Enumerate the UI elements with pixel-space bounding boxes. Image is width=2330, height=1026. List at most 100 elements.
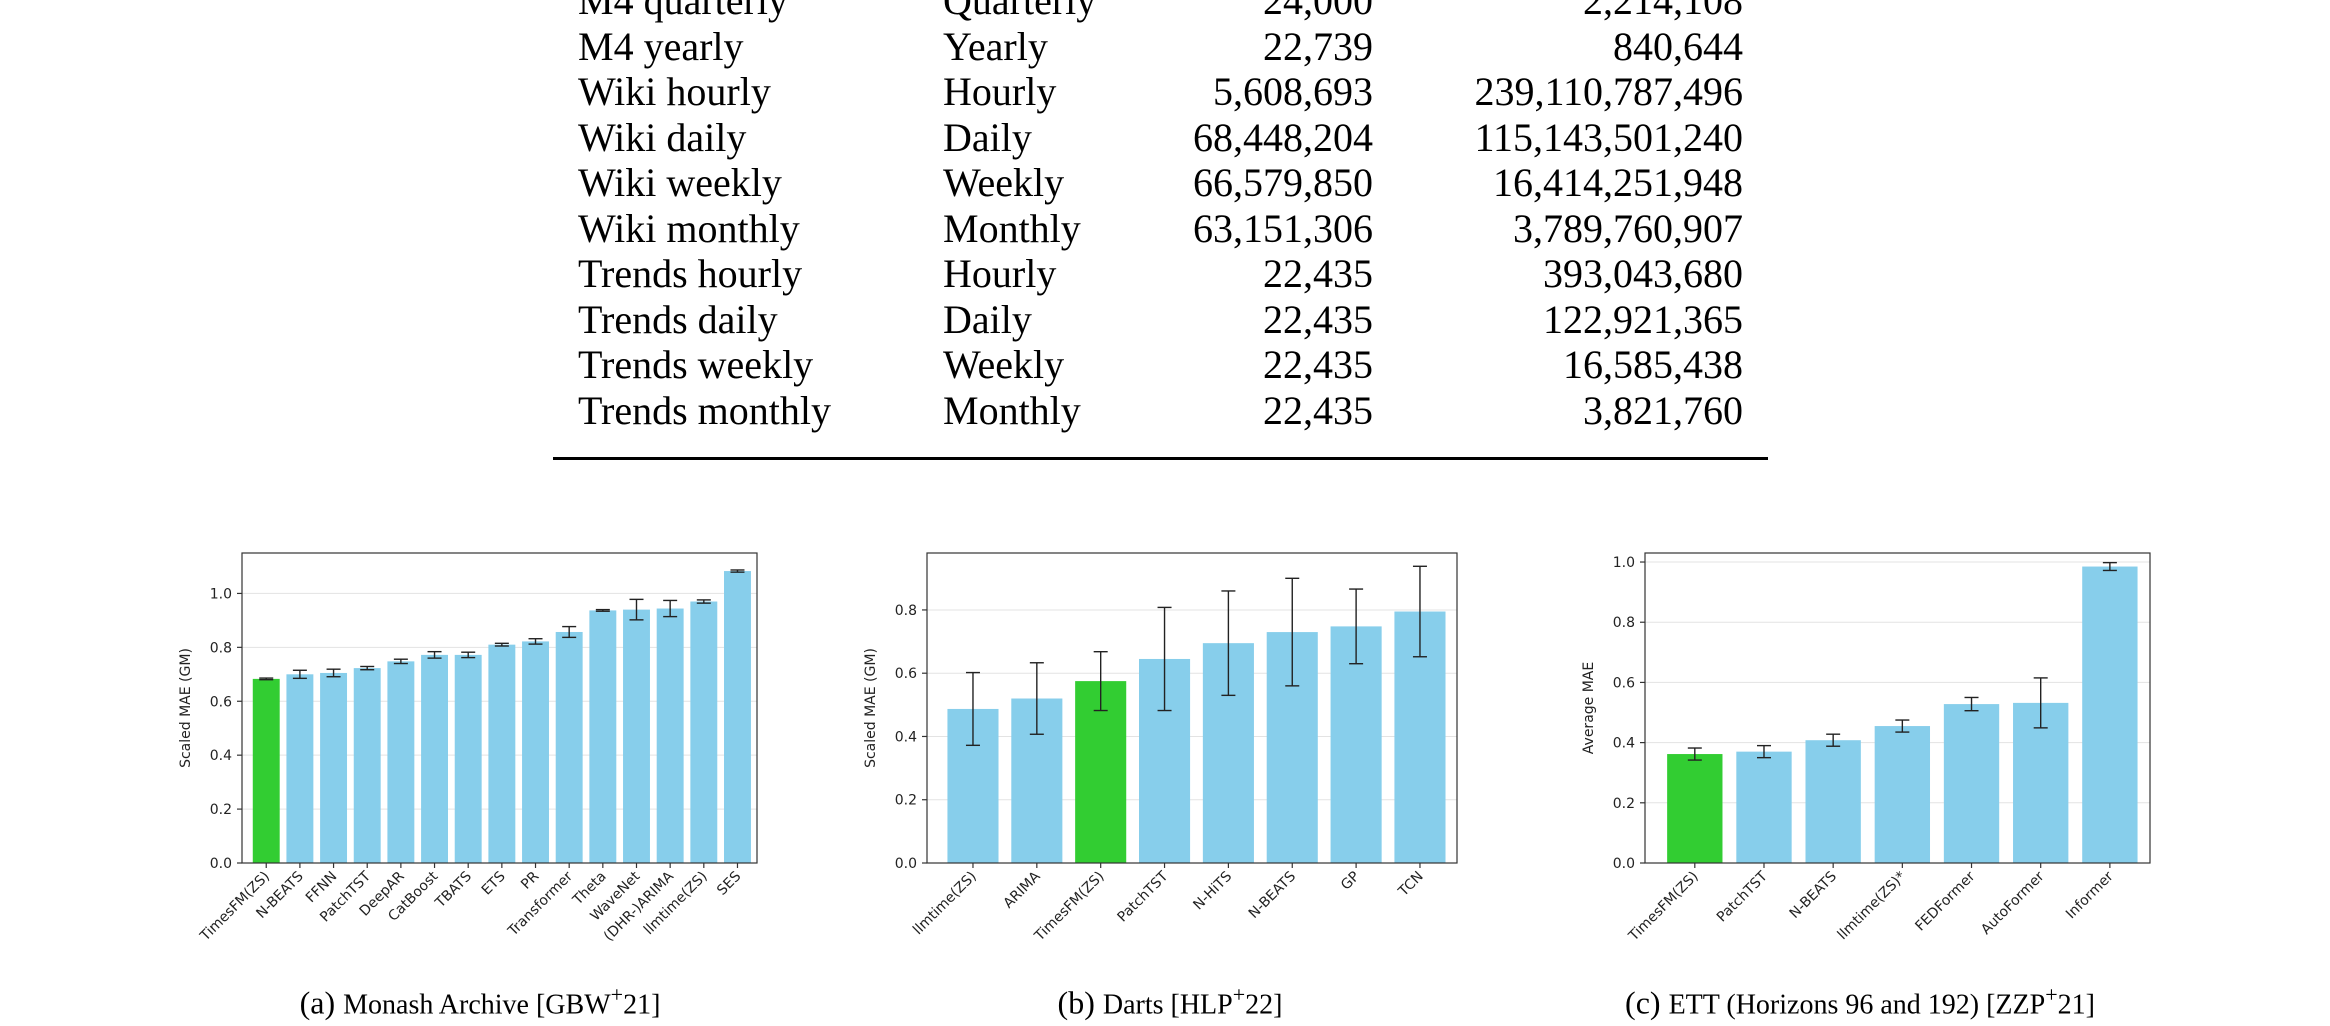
dataset-name-cell: Wiki daily <box>578 114 747 160</box>
bar-timesfm-zs- <box>1075 681 1127 863</box>
table-row: Wiki daily Daily 68,448,204 115,143,501,240 <box>553 115 1768 161</box>
caption-b-tail: 22] <box>1245 989 1283 1021</box>
chart-monash-archive: 0.0 0.2 0.4 0.6 0.8 1.0 TimesFM(ZS) N-BEATS FFNN… <box>175 545 775 965</box>
table-bottom-rule <box>553 457 1768 460</box>
num-series-cell: 22,739 <box>1263 23 1373 69</box>
plot-frame <box>241 552 758 864</box>
granularity-cell: Yearly <box>943 23 1048 69</box>
caption-a: (a) Monash Archive [GBW+21] <box>300 975 661 1026</box>
num-timepoints-cell: 115,143,501,240 <box>1474 114 1743 160</box>
caption-c-text: ETT (Horizons 96 and 192) [ZZP <box>1668 989 2046 1021</box>
y-tick-label: 0.0 <box>210 856 232 872</box>
x-tick-label: N-HiTS <box>1190 868 1235 913</box>
y-tick-label: 1.0 <box>1613 555 1635 571</box>
y-tick-label: 0.0 <box>1613 856 1635 872</box>
dataset-table: M4 quarterly Quarterly 24,000 2,214,108 M4 y… <box>553 0 1768 433</box>
caption-c-label: (c) <box>1625 984 1661 1021</box>
dataset-name-cell: Wiki hourly <box>578 69 771 114</box>
dataset-name-cell: Trends hourly <box>578 251 803 296</box>
caption-a-tail: 21] <box>623 989 661 1021</box>
plot-frame <box>926 552 1458 864</box>
granularity-cell: Daily <box>943 114 1032 160</box>
chart-darts: 0.0 0.2 0.4 0.6 0.8 llmtime(ZS) ARIMA TimesFM(Z… <box>860 545 1480 965</box>
bar-llmtime-zs- <box>690 601 718 863</box>
bar-timesfm-zs- <box>252 678 280 863</box>
dataset-name-cell: Wiki monthly <box>578 205 800 251</box>
x-tick-label: llmtime(ZS)* <box>1835 869 1910 944</box>
num-series-cell: 68,448,204 <box>1193 114 1373 160</box>
y-tick-label: 0.4 <box>1613 736 1635 752</box>
bar-fedformer <box>1943 704 2000 863</box>
y-tick-label: 0.6 <box>1613 675 1635 691</box>
y-tick-label: 0.6 <box>895 666 917 682</box>
bar--dhr-arima <box>656 608 684 863</box>
caption-b-sup: + <box>1232 982 1246 1007</box>
bar-n-beats <box>1805 740 1861 863</box>
x-tick-label: TBATS <box>432 868 475 911</box>
num-timepoints-cell: 239,110,787,496 <box>1474 69 1743 114</box>
caption-c-tail: 21] <box>2057 989 2095 1021</box>
y-axis-label: Average MAE <box>1581 662 1597 754</box>
x-tick-label: FEDFormer <box>1912 868 1978 934</box>
granularity-cell: Hourly <box>943 69 1057 114</box>
bar-ses <box>724 571 751 863</box>
table-row: Wiki weekly Weekly 66,579,850 16,414,251,94… <box>553 160 1768 206</box>
num-timepoints-cell: 840,644 <box>1613 23 1743 69</box>
bar-deepar <box>387 661 415 863</box>
y-tick-label: 0.2 <box>895 793 917 809</box>
x-tick-label: ARIMA <box>1000 868 1043 911</box>
x-tick-label: PR <box>518 868 542 892</box>
bar-autoformer <box>2013 702 2069 863</box>
table-row: Wiki hourly Hourly 5,608,693 239,110,787,49… <box>553 69 1768 115</box>
caption-b: (b) Darts [HLP+22] <box>1058 975 1283 1026</box>
y-tick-label: 0.2 <box>210 802 232 818</box>
num-series-cell: 22,435 <box>1263 342 1373 387</box>
y-tick-label: 0.8 <box>1613 615 1635 631</box>
x-tick-label: SES <box>714 868 744 898</box>
bar-theta <box>589 610 617 863</box>
dataset-name-cell: Trends weekly <box>578 342 814 387</box>
dataset-name-cell: Trends monthly <box>578 387 832 433</box>
x-tick-label: GP <box>1338 869 1363 894</box>
caption-c-sup: + <box>2045 982 2058 1007</box>
granularity-cell: Weekly <box>943 160 1065 205</box>
caption-b-text: Darts [HLP <box>1102 989 1233 1021</box>
caption-c: (c) ETT (Horizons 96 and 192) [ZZP+21] <box>1625 975 2095 1026</box>
chart-ett: 0.0 0.2 0.4 0.6 0.8 1.0 TimesFM(ZS) PatchTST N-B… <box>1570 545 2170 965</box>
num-timepoints-cell: 16,414,251,948 <box>1493 160 1743 205</box>
y-tick-label: 1.0 <box>210 586 232 602</box>
bar-transformer <box>555 631 583 863</box>
num-timepoints-cell: 16,585,438 <box>1563 342 1743 387</box>
table-row: Trends monthly Monthly 22,435 3,821,760 <box>553 388 1768 434</box>
bar-tbats <box>454 654 482 863</box>
y-tick-label: 0.4 <box>210 748 232 764</box>
caption-a-label: (a) <box>299 984 336 1021</box>
table-row: Trends weekly Weekly 22,435 16,585,438 <box>553 342 1768 388</box>
y-tick-label: 0.4 <box>895 729 917 745</box>
bar-wavenet <box>623 609 650 863</box>
x-tick-label: llmtime(ZS) <box>910 869 980 939</box>
table-row: Trends hourly Hourly 22,435 393,043,680 <box>553 251 1768 297</box>
y-tick-label: 0.6 <box>210 694 232 710</box>
table-row: M4 quarterly Quarterly 24,000 2,214,108 <box>553 0 1768 24</box>
plot-frame <box>1644 552 2151 864</box>
granularity-cell: Quarterly <box>943 0 1097 23</box>
bar-informer <box>2082 566 2138 863</box>
granularity-cell: Daily <box>943 296 1032 342</box>
dataset-name-cell: M4 yearly <box>578 23 744 69</box>
caption-b-label: (b) <box>1057 984 1095 1021</box>
bar-llmtime-zs- <box>1874 726 1931 863</box>
num-timepoints-cell: 122,921,365 <box>1543 296 1743 342</box>
x-tick-label: TCN <box>1395 869 1427 901</box>
num-series-cell: 22,435 <box>1263 251 1373 296</box>
x-tick-label: ETS <box>479 868 509 898</box>
chart-ett-svg: 0.0 0.2 0.4 0.6 0.8 1.0 TimesFM(ZS) PatchTST N-B… <box>1581 552 2151 945</box>
x-tick-label: PatchTST <box>1114 868 1171 925</box>
bar-patchtst <box>353 668 381 863</box>
num-timepoints-cell: 3,789,760,907 <box>1513 205 1743 251</box>
y-tick-label: 0.2 <box>1613 796 1635 812</box>
bar-timesfm-zs- <box>1667 754 1723 863</box>
x-tick-label: TimesFM(ZS) <box>1625 869 1701 945</box>
y-tick-label: 0.0 <box>895 856 917 872</box>
num-series-cell: 22,435 <box>1263 296 1373 342</box>
